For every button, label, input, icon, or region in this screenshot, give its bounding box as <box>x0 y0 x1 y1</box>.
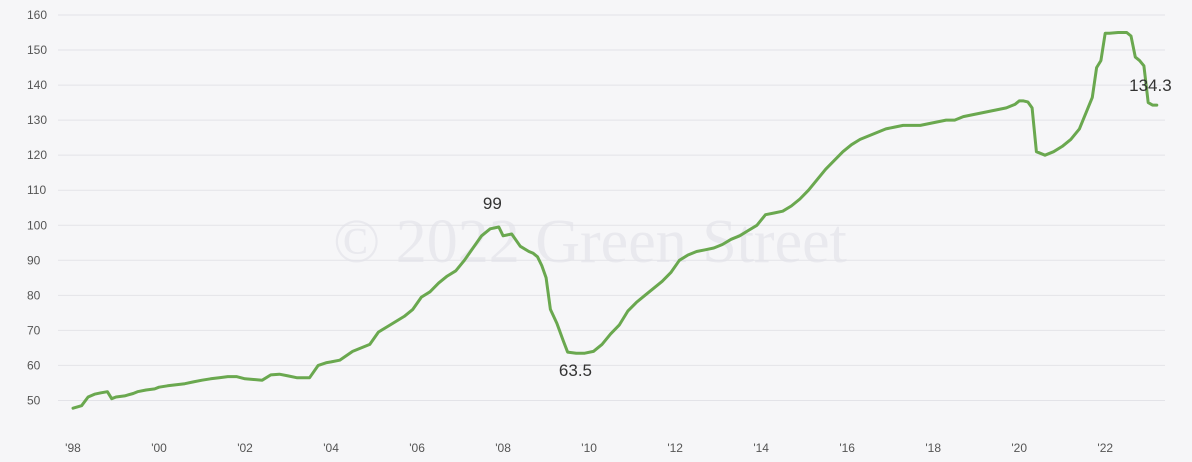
data-label: 99 <box>483 194 502 213</box>
x-tick-label: '06 <box>409 441 425 455</box>
data-label: 134.3 <box>1129 76 1172 95</box>
y-tick-label: 90 <box>27 253 41 267</box>
x-tick-label: '22 <box>1097 441 1113 455</box>
x-tick-label: '16 <box>839 441 855 455</box>
watermark: © 2022 Green Street <box>333 208 847 276</box>
x-tick-label: '14 <box>753 441 769 455</box>
x-tick-label: '10 <box>581 441 597 455</box>
y-tick-label: 100 <box>27 218 47 232</box>
x-tick-label: '08 <box>495 441 511 455</box>
x-tick-label: '12 <box>667 441 683 455</box>
x-axis: '98 '00 '02 '04 '06 '08 '10 '12 '14 '16 '18 '20 '22 <box>65 441 1113 455</box>
y-tick-label: 160 <box>27 8 47 22</box>
y-tick-label: 50 <box>27 393 41 407</box>
grid-lines <box>58 14 1165 401</box>
data-labels: 99 63.5 134.3 <box>483 76 1172 380</box>
series-layer <box>71 31 1159 410</box>
y-axis: 50 60 70 80 90 100 110 120 130 140 150 160 <box>27 8 47 407</box>
series-line <box>71 31 1159 410</box>
y-tick-label: 120 <box>27 148 47 162</box>
y-tick-label: 70 <box>27 323 41 337</box>
x-tick-label: '18 <box>925 441 941 455</box>
x-tick-label: '04 <box>323 441 339 455</box>
x-tick-label: '00 <box>151 441 167 455</box>
y-tick-label: 130 <box>27 113 47 127</box>
y-tick-label: 140 <box>27 78 47 92</box>
y-tick-label: 60 <box>27 358 41 372</box>
y-tick-label: 80 <box>27 288 41 302</box>
data-label: 63.5 <box>559 361 592 380</box>
x-tick-label: '02 <box>237 441 253 455</box>
x-tick-label: '98 <box>65 441 81 455</box>
x-tick-label: '20 <box>1011 441 1027 455</box>
y-tick-label: 110 <box>27 183 46 197</box>
y-tick-label: 150 <box>27 43 47 57</box>
